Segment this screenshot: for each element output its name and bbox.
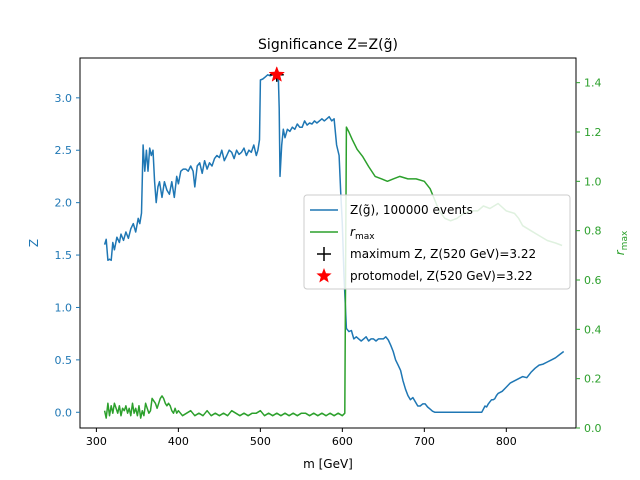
y-right-tick-label: 1.4 (584, 77, 602, 90)
legend-label: rmax (350, 225, 375, 242)
x-tick-label: 500 (250, 435, 271, 448)
legend-item: rmax (310, 225, 375, 242)
x-tick-label: 300 (86, 435, 107, 448)
y-axis-right-label-main: r (613, 249, 627, 255)
y-right-tick-label: 0.0 (584, 422, 602, 435)
y-right-tick-label: 1.2 (584, 126, 602, 139)
legend-item: maximum Z, Z(520 GeV)=3.22 (317, 247, 536, 261)
legend-item: protomodel, Z(520 GeV)=3.22 (316, 268, 533, 283)
y-left-tick-label: 3.0 (55, 92, 73, 105)
y-left-tick-label: 0.5 (55, 354, 73, 367)
plot-area (79, 57, 577, 429)
y-left-tick-label: 2.5 (55, 144, 73, 157)
legend-items: Z(g̃), 100000 events rmax maximum Z, Z(520… (310, 203, 536, 283)
legend-label-main: r (350, 225, 356, 239)
x-tick-label: 700 (414, 435, 435, 448)
marker-protomodel-star (268, 66, 286, 82)
legend-label: protomodel, Z(520 GeV)=3.22 (350, 269, 533, 283)
legend-label: maximum Z, Z(520 GeV)=3.22 (350, 247, 536, 261)
chart-title: Significance Z=Z(g̃) (258, 37, 398, 53)
series-line-z (103, 74, 565, 414)
legend-label-sub: max (355, 232, 375, 242)
x-tick-label: 400 (168, 435, 189, 448)
y-left-tick-label: 0.0 (55, 406, 73, 419)
y-axis-right-label: rmax (613, 230, 630, 255)
legend-item: Z(g̃), 100000 events (310, 203, 473, 217)
y-axis-right-label-sub: max (620, 230, 630, 250)
y-right-tick-label: 1.0 (584, 175, 602, 188)
y-axis-left: 0.0 0.5 1.0 1.5 2.0 2.5 3.0 (55, 92, 80, 419)
y-right-tick-label: 0.2 (584, 373, 602, 386)
legend-star-swatch (316, 268, 332, 283)
marker-layer (268, 66, 286, 82)
x-axis: 300 400 500 600 700 800 (86, 428, 517, 448)
x-tick-label: 600 (332, 435, 353, 448)
y-left-tick-label: 1.0 (55, 301, 73, 314)
y-left-tick-label: 1.5 (55, 249, 73, 262)
series-line-rmax (103, 126, 563, 419)
y-left-tick-label: 2.0 (55, 197, 73, 210)
x-axis-label: m [GeV] (303, 457, 353, 471)
legend: Z(g̃), 100000 events rmax maximum Z, Z(520… (303, 194, 571, 290)
y-axis-left-label: Z (27, 239, 41, 247)
y-right-tick-label: 0.8 (584, 225, 602, 238)
legend-label: Z(g̃), 100000 events (350, 203, 473, 217)
axes-frame (79, 57, 577, 429)
y-axis-right: 0.0 0.2 0.4 0.6 0.8 1.0 1.2 1.4 (576, 77, 602, 435)
x-tick-label: 800 (496, 435, 517, 448)
series-layer (103, 74, 565, 419)
y-right-tick-label: 0.6 (584, 274, 602, 287)
y-right-tick-label: 0.4 (584, 323, 602, 336)
legend-box (303, 194, 571, 290)
